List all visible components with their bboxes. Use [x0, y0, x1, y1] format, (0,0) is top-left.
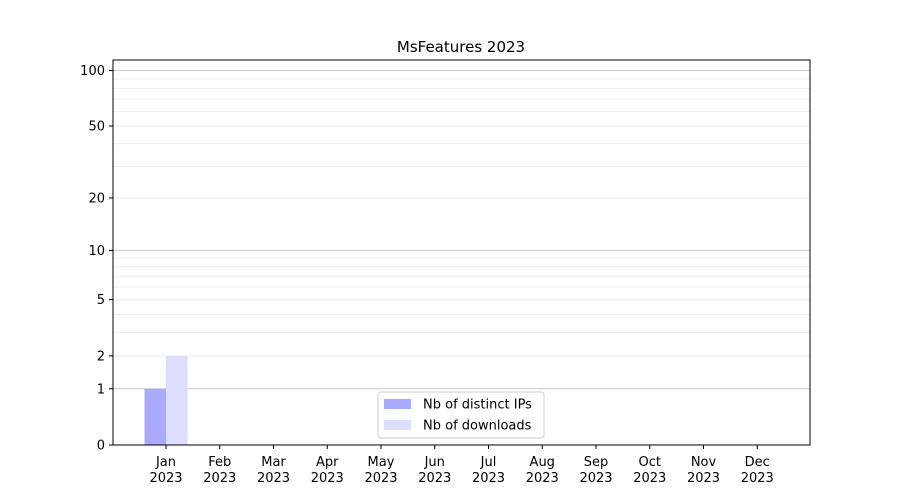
x-tick-label: Dec 2023 — [741, 455, 774, 486]
legend-swatch — [384, 420, 411, 430]
legend-box — [377, 391, 545, 439]
chart-title: MsFeatures 2023 — [397, 38, 525, 56]
x-tick-label: Jul 2023 — [472, 455, 505, 486]
grid — [113, 70, 810, 390]
bars — [144, 355, 188, 445]
x-tick-label: Sep 2023 — [579, 455, 612, 486]
x-tick-label: Nov 2023 — [687, 455, 720, 486]
y-tick-label: 0 — [97, 439, 105, 454]
legend-swatch — [384, 399, 411, 409]
bar-downloads — [166, 355, 188, 445]
x-tick-label: Mar 2023 — [257, 455, 290, 486]
legend-label: Nb of downloads — [423, 419, 532, 434]
y-tick-label: 20 — [88, 191, 105, 206]
y-tick-label: 10 — [88, 244, 105, 259]
legend: Nb of distinct IPs Nb of downloads — [377, 391, 545, 439]
y-tick-label: 2 — [97, 349, 105, 364]
bar-distinct-ips — [144, 388, 166, 445]
y-tick-label: 50 — [88, 119, 105, 134]
y-tick-label: 1 — [97, 382, 105, 397]
x-tick-label: Jan 2023 — [149, 455, 182, 486]
x-tick-label: Jun 2023 — [418, 455, 451, 486]
plot-frame — [112, 59, 811, 446]
x-tick-label: Apr 2023 — [311, 455, 344, 486]
y-tick-label: 5 — [97, 293, 105, 308]
legend-label: Nb of distinct IPs — [423, 398, 532, 413]
x-tick-label: Oct 2023 — [633, 455, 666, 486]
x-tick-label: Feb 2023 — [203, 455, 236, 486]
x-tick-label: May 2023 — [364, 455, 397, 486]
x-tick-label: Aug 2023 — [526, 455, 559, 486]
y-tick-label: 100 — [80, 64, 105, 79]
y-axis: 0 1 2 5 10 20 50 100 — [80, 64, 113, 454]
x-axis: Jan 2023 Feb 2023 Mar 2023 Apr 2023 May 2023 Jun 20… — [149, 445, 774, 486]
